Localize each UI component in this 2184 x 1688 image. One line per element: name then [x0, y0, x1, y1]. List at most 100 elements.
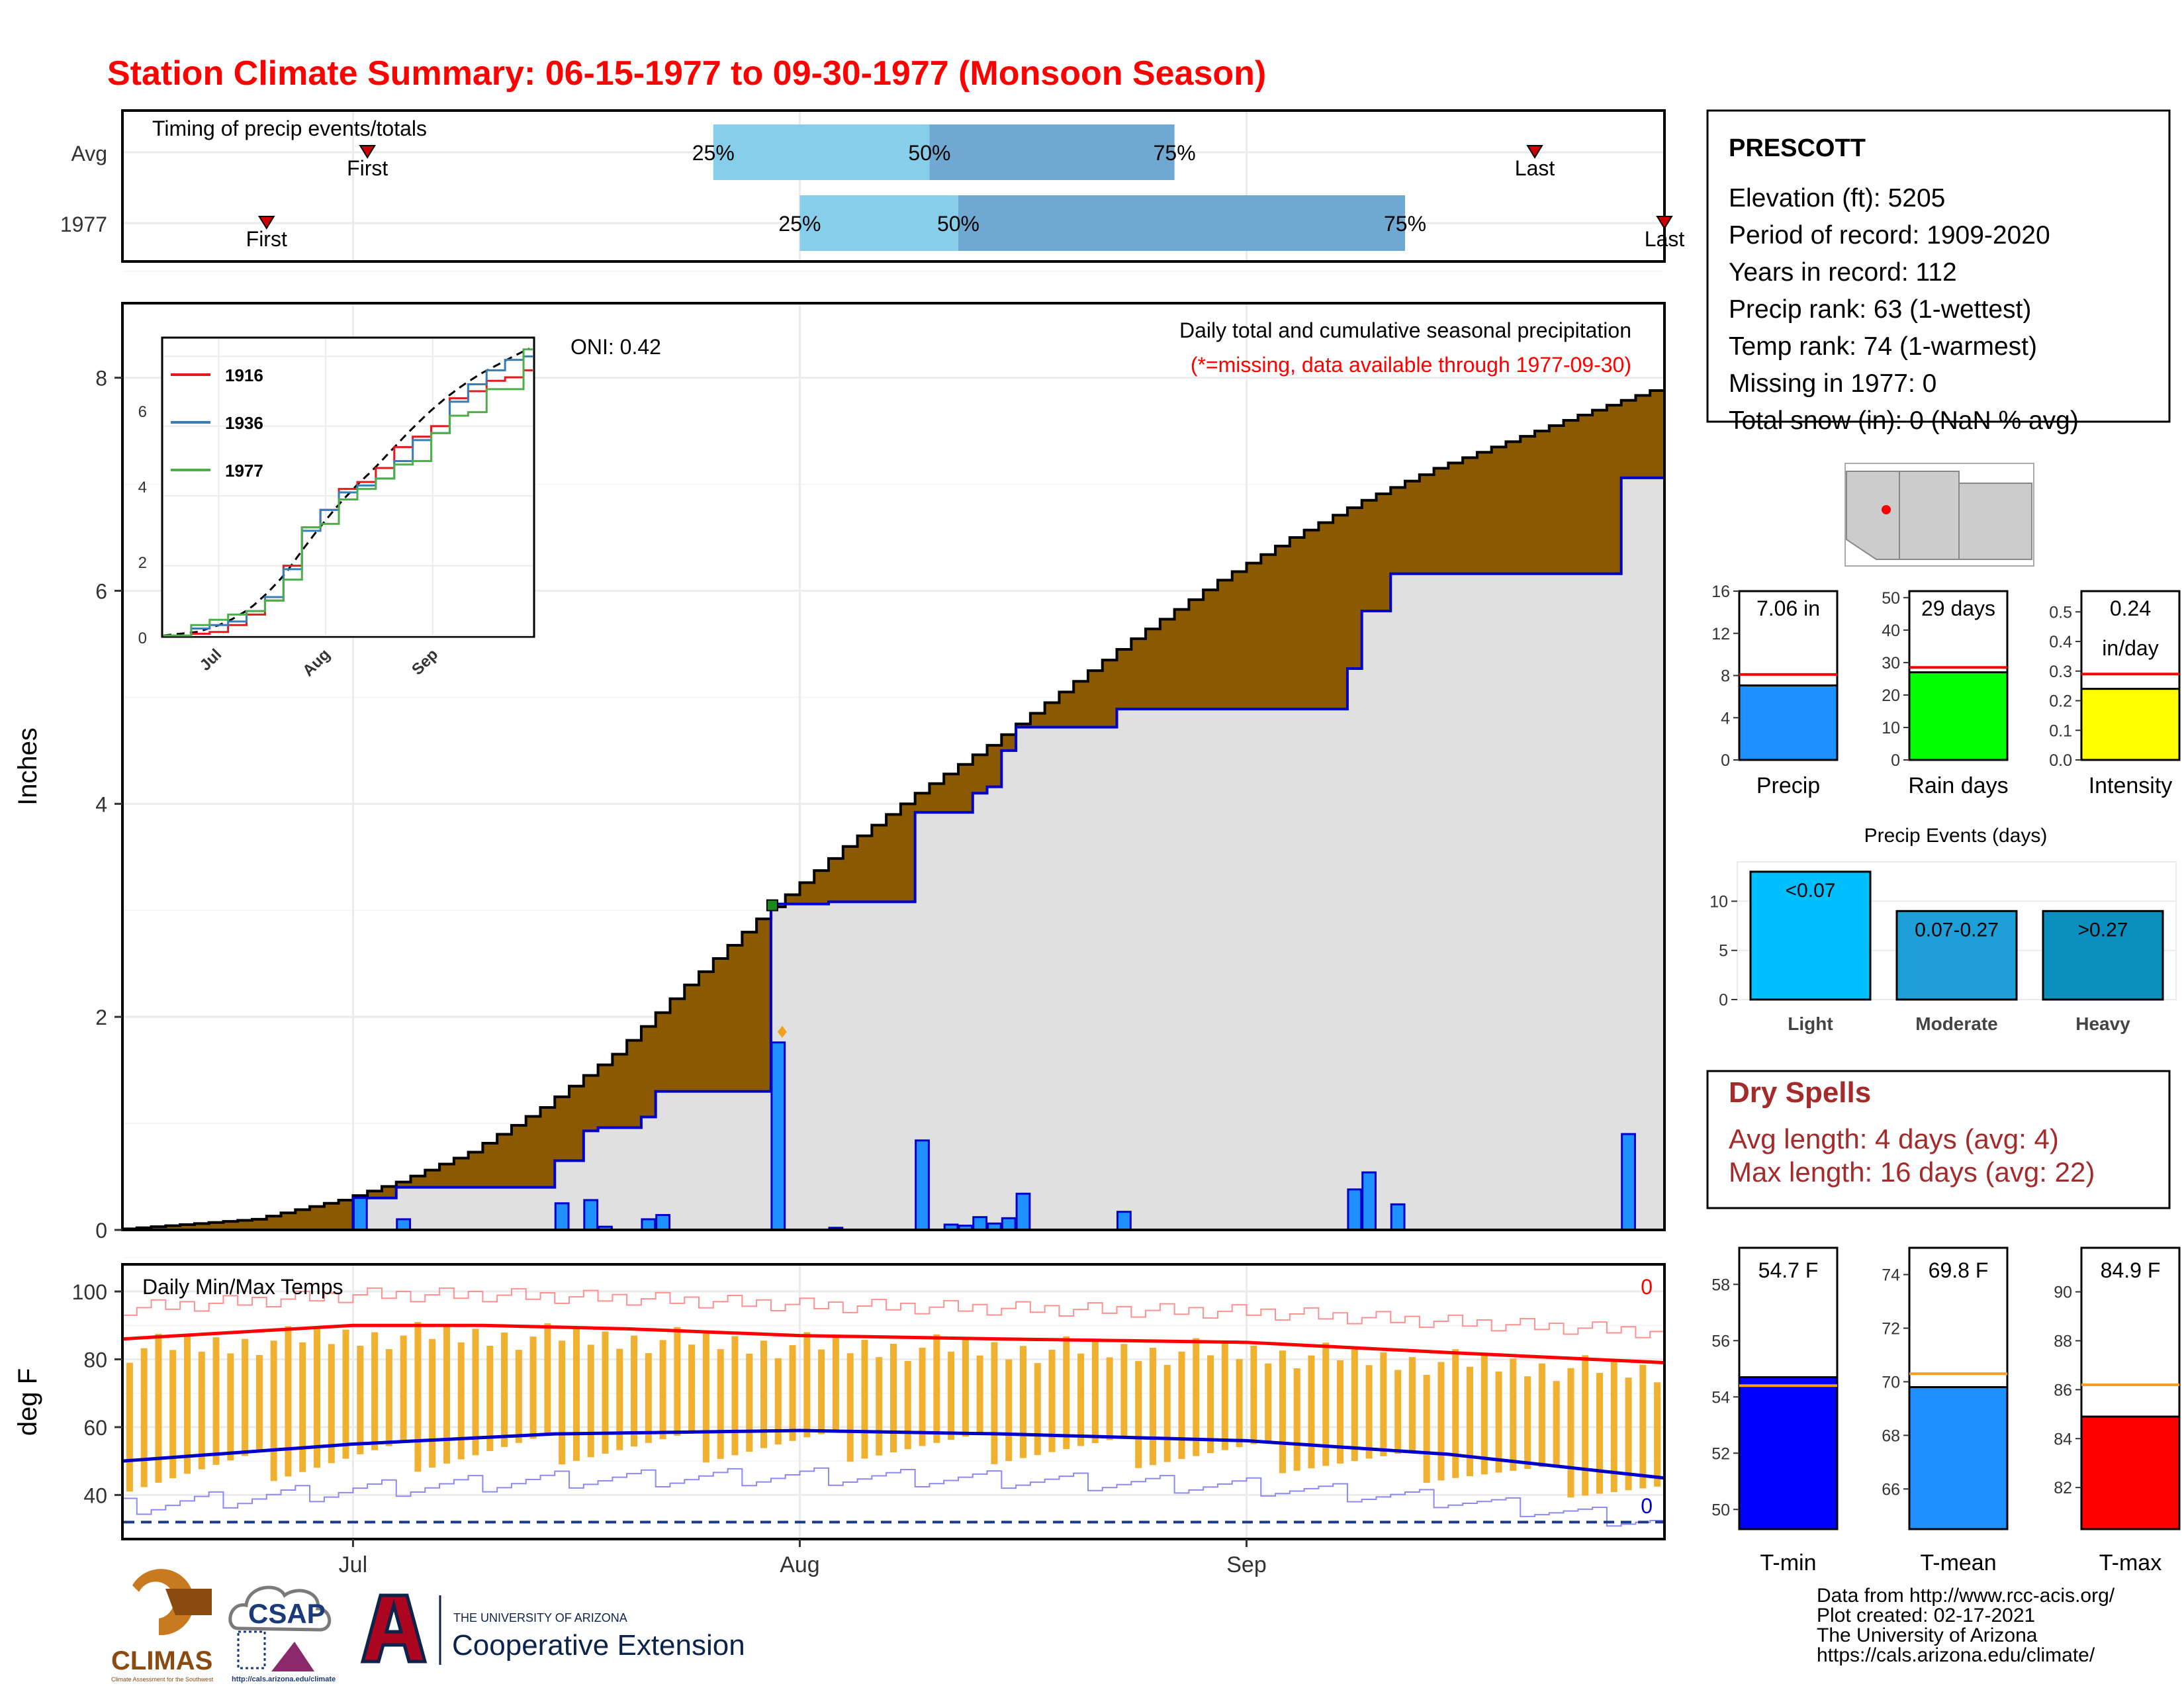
events-tick-label: 10 — [1709, 892, 1728, 911]
temp-bar-tick-label: 56 — [1711, 1332, 1730, 1350]
temp-bar-category-label: T-mean — [1920, 1550, 1996, 1575]
daily-precip-bar — [770, 1041, 786, 1231]
temp-max-missing: 0 — [1641, 1275, 1653, 1299]
ua-block-a — [360, 1593, 428, 1664]
timing-label-q50: 50% — [908, 141, 950, 165]
temp-ytick-label: 60 — [83, 1416, 107, 1440]
daily-precip-bar — [1001, 1217, 1017, 1231]
temp-ytick-label: 40 — [83, 1483, 107, 1507]
temp-bar-t-max — [2080, 1415, 2181, 1530]
daily-precip-bar — [1015, 1192, 1031, 1231]
mini-bar-tick-label: 4 — [1721, 709, 1730, 727]
timing-label-last: Last — [1515, 156, 1555, 180]
station-precip-rank: Precip rank: 63 (1-wettest) — [1729, 295, 2031, 324]
daily-precip-bar — [655, 1213, 670, 1231]
temp-panel-border — [121, 1263, 1666, 1540]
temp-title: Daily Min/Max Temps — [142, 1275, 343, 1299]
inset-average-line — [163, 348, 530, 637]
temp-bar-tick-label: 84 — [2054, 1430, 2072, 1448]
temp-bar-tick-label: 88 — [2054, 1332, 2072, 1350]
daily-precip-bar — [1390, 1203, 1406, 1231]
mini-bar-tick-label: 0 — [1891, 751, 1900, 770]
mini-bar-category-label: Precip — [1756, 773, 1820, 798]
inset-frame — [161, 336, 535, 638]
daily-precip-bar — [554, 1202, 570, 1231]
daily-precip-bar — [1116, 1211, 1132, 1231]
mini-bar-tick-label: 0.0 — [2049, 751, 2072, 770]
events-tick-label: 0 — [1719, 991, 1728, 1009]
observed-cumulative-area — [122, 477, 1664, 1231]
record-min-line — [122, 1467, 1665, 1527]
events-category-label: Light — [1788, 1013, 1833, 1034]
mini-bar-tick-label: 0.4 — [2049, 633, 2072, 651]
dry-spells-max: Max length: 16 days (avg: 22) — [1729, 1156, 2095, 1188]
mini-bar-tick-label: 0.2 — [2049, 692, 2072, 711]
station-missing: Missing in 1977: 0 — [1729, 369, 1936, 398]
station-info-frame — [1706, 109, 2171, 423]
precip-panel: 0 2 4 6 8 Inches ONI: 0.42 Daily total and c… — [13, 270, 1666, 1243]
temp-ytick-label: 100 — [72, 1280, 107, 1304]
daily-precip-bar — [915, 1139, 930, 1231]
temp-bar-tick-label: 70 — [1882, 1373, 1900, 1391]
temp-ytick-label: 80 — [83, 1348, 107, 1372]
daily-precip-bar — [1347, 1188, 1363, 1231]
temp-bar-tick-label: 68 — [1882, 1427, 1900, 1445]
mini-bar-rain-days — [1908, 671, 2009, 761]
daily-precip-bar — [641, 1218, 657, 1231]
dry-spells-title: Dry Spells — [1729, 1076, 1871, 1109]
footer-line-1: Data from http://www.rcc-acis.org/ — [1817, 1585, 2115, 1607]
timing-label-q25: 25% — [692, 141, 735, 165]
footer-line-4: https://cals.arizona.edu/climate/ — [1817, 1644, 2095, 1666]
average-cumulative-line — [121, 389, 1664, 1231]
temp-bar-tick-label: 58 — [1711, 1276, 1730, 1294]
temp-bar-tick-label: 54 — [1711, 1388, 1730, 1407]
temp-bar-tick-label: 52 — [1711, 1444, 1730, 1463]
timing-label-first: First — [246, 227, 287, 251]
climas-emblem — [132, 1569, 195, 1636]
month-label-jul: Jul — [339, 1552, 367, 1577]
events-bar-label: <0.07 — [1786, 880, 1836, 902]
avg-min-temp-line — [122, 1429, 1665, 1480]
timing-bar-q50-q75 — [958, 195, 1406, 251]
precip-panel-border — [121, 302, 1666, 1231]
mini-bar-tick-label: 30 — [1882, 654, 1900, 673]
temp-bar-tick-label: 66 — [1882, 1480, 1900, 1499]
temp-bar-t-mean — [1908, 1385, 2009, 1530]
dry-spells-box: Dry Spells Avg length: 4 days (avg: 4) M… — [1706, 1070, 2171, 1209]
inset-ytick-2: 2 — [138, 554, 147, 572]
legend-label-1977: 1977 — [225, 461, 263, 481]
mini-bar-category-label: Rain days — [1908, 773, 2008, 798]
csap-cloud — [228, 1585, 332, 1632]
avg-max-temp-line — [122, 1323, 1665, 1365]
ua-extension: Cooperative Extension — [452, 1629, 745, 1662]
precip-ytick-label: 2 — [95, 1006, 107, 1029]
timing-title: Timing of precip events/totals — [152, 117, 427, 140]
mini-bar-value-label: 29 days — [1921, 596, 1995, 620]
mini-bar-tick-label: 0 — [1721, 751, 1730, 770]
mini-bar-value-unit: in/day — [2102, 636, 2158, 660]
inset-chart: 1916 1936 1977 0 2 4 6 Jul Aug Sep — [138, 336, 535, 680]
temp-bar-tick-label: 72 — [1882, 1319, 1900, 1338]
station-temp-rank: Temp rank: 74 (1-warmest) — [1729, 332, 2037, 361]
ua-title: THE UNIVERSITY OF ARIZONA — [453, 1611, 627, 1624]
mini-bar-category-label: Intensity — [2089, 773, 2173, 798]
csap-mountain — [271, 1642, 314, 1671]
precip-ytick-label: 4 — [95, 792, 107, 816]
station-years: Years in record: 112 — [1729, 258, 1957, 287]
timing-row-label-1977: 1977 — [60, 212, 107, 236]
precip-events-title: Precip Events (days) — [1864, 825, 2048, 847]
climas-logo: CLIMAS Climate Assessment for the Southw… — [111, 1569, 214, 1683]
map-new-mexico-shape — [1899, 471, 1960, 560]
temp-bar-tick-label: 90 — [2054, 1284, 2072, 1302]
timing-panel: 25% 50% 75% First Last 25% 50% 75% First Last Tim… — [60, 109, 1684, 263]
mini-bar-tick-label: 12 — [1711, 625, 1730, 643]
page-title: Station Climate Summary: 06-15-1977 to 0… — [107, 54, 1266, 93]
month-label-aug: Aug — [780, 1552, 820, 1577]
mini-bar-value-label: 7.06 in — [1756, 596, 1820, 620]
dry-spells-avg: Avg length: 4 days (avg: 4) — [1729, 1123, 2059, 1154]
timing-marker-first — [257, 216, 275, 230]
precip-ytick-label: 8 — [95, 367, 107, 391]
mini-bar-tick-label: 16 — [1711, 583, 1730, 601]
